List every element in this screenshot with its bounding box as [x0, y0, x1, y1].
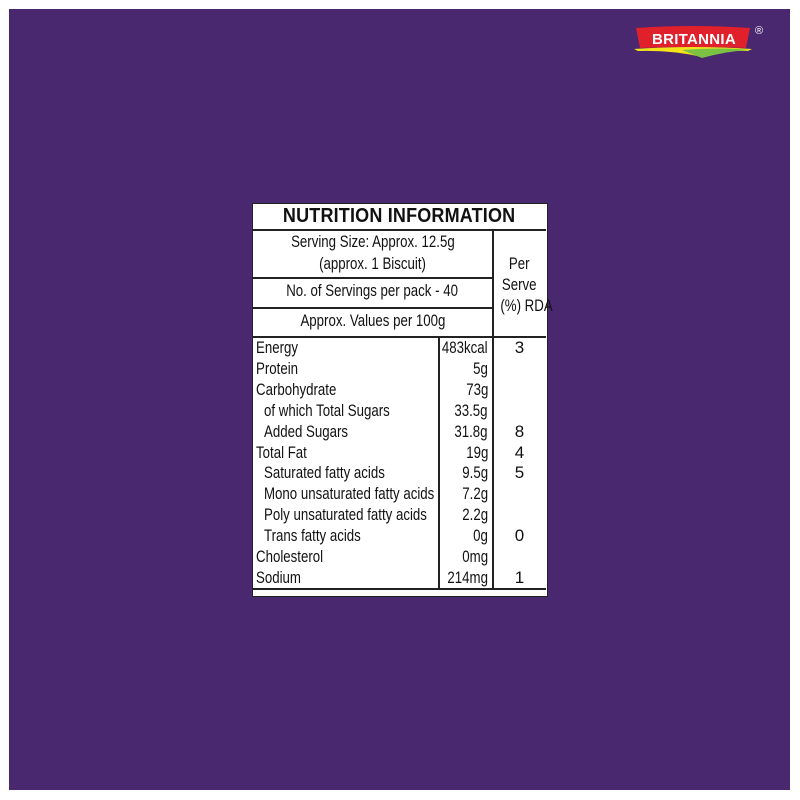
divider — [492, 336, 494, 588]
nutrient-row: Cholesterol 0mg — [253, 547, 546, 568]
logo-text: BRITANNIA — [651, 31, 737, 48]
divider — [253, 588, 546, 590]
nutrient-row: Total Fat 19g 4 — [253, 443, 546, 464]
nutrient-row: of which Total Sugars 33.5g — [253, 401, 546, 422]
nutrient-value: 31.8g — [454, 421, 488, 441]
nutrient-value: 5g — [473, 358, 488, 378]
table-title: NUTRITION INFORMATION — [283, 205, 516, 227]
nutrient-value: 9.5g — [462, 463, 488, 483]
registered-mark: ® — [755, 25, 764, 37]
nutrient-label: Cholesterol — [256, 547, 324, 566]
nutrient-label: Added Sugars — [264, 421, 349, 441]
nutrient-value: 73g — [465, 379, 488, 399]
nutrient-row: Sodium 214mg 1 — [253, 568, 546, 589]
nutrient-rda: 8 — [514, 421, 525, 441]
nutrient-label: Poly unsaturated fatty acids — [264, 505, 427, 525]
nutrient-value: 19g — [465, 442, 488, 462]
nutrient-row: Mono unsaturated fatty acids 7.2g — [253, 484, 546, 505]
divider — [253, 307, 492, 309]
nutrient-rda: 3 — [514, 338, 525, 357]
divider — [253, 277, 492, 279]
nutrient-value: 483kcal — [442, 338, 488, 357]
nutrient-value: 33.5g — [454, 400, 488, 420]
nutrient-row: Trans fatty acids 0g 0 — [253, 526, 546, 547]
nutrient-value: 214mg — [447, 567, 488, 587]
servings-per-pack: No. of Servings per pack - 40 — [286, 281, 459, 300]
nutrient-label: Carbohydrate — [256, 379, 337, 399]
divider — [438, 336, 440, 588]
nutrient-label: Protein — [256, 358, 299, 378]
nutrition-table: NUTRITION INFORMATION Serving Size: Appr… — [252, 203, 553, 597]
nutrient-rda: 1 — [514, 567, 525, 587]
nutrient-value: 2.2g — [462, 505, 488, 525]
nutrient-label: Trans fatty acids — [264, 526, 361, 546]
divider — [253, 336, 546, 338]
britannia-logo — [634, 26, 752, 58]
nutrient-rda: 0 — [514, 526, 525, 546]
nutrient-row: Carbohydrate 73g — [253, 380, 546, 401]
nutrient-row: Protein 5g — [253, 359, 546, 380]
nutrient-row: Energy 483kcal 3 — [253, 338, 546, 359]
divider — [253, 229, 546, 231]
nutrient-label: Total Fat — [256, 442, 307, 462]
nutrient-value: 0mg — [462, 547, 488, 566]
nutrient-label: Saturated fatty acids — [264, 463, 385, 483]
nutrient-label: Energy — [256, 338, 299, 357]
nutrient-row: Saturated fatty acids 9.5g 5 — [253, 463, 546, 484]
nutrient-label: Sodium — [256, 567, 301, 587]
nutrient-row: Added Sugars 31.8g 8 — [253, 422, 546, 443]
values-per: Approx. Values per 100g — [300, 311, 445, 330]
nutrient-row: Poly unsaturated fatty acids 2.2g — [253, 505, 546, 526]
nutrient-rda: 4 — [514, 442, 525, 462]
nutrient-label: of which Total Sugars — [264, 400, 390, 420]
serving-size: Serving Size: Approx. 12.5g (approx. 1 B… — [290, 232, 455, 273]
nutrient-value: 0g — [473, 526, 488, 546]
divider — [492, 229, 494, 336]
nutrient-rda: 5 — [514, 463, 525, 483]
nutrient-value: 7.2g — [462, 484, 488, 504]
nutrient-label: Mono unsaturated fatty acids — [264, 484, 435, 504]
rda-header: Per Serve (%) RDA — [500, 254, 553, 315]
